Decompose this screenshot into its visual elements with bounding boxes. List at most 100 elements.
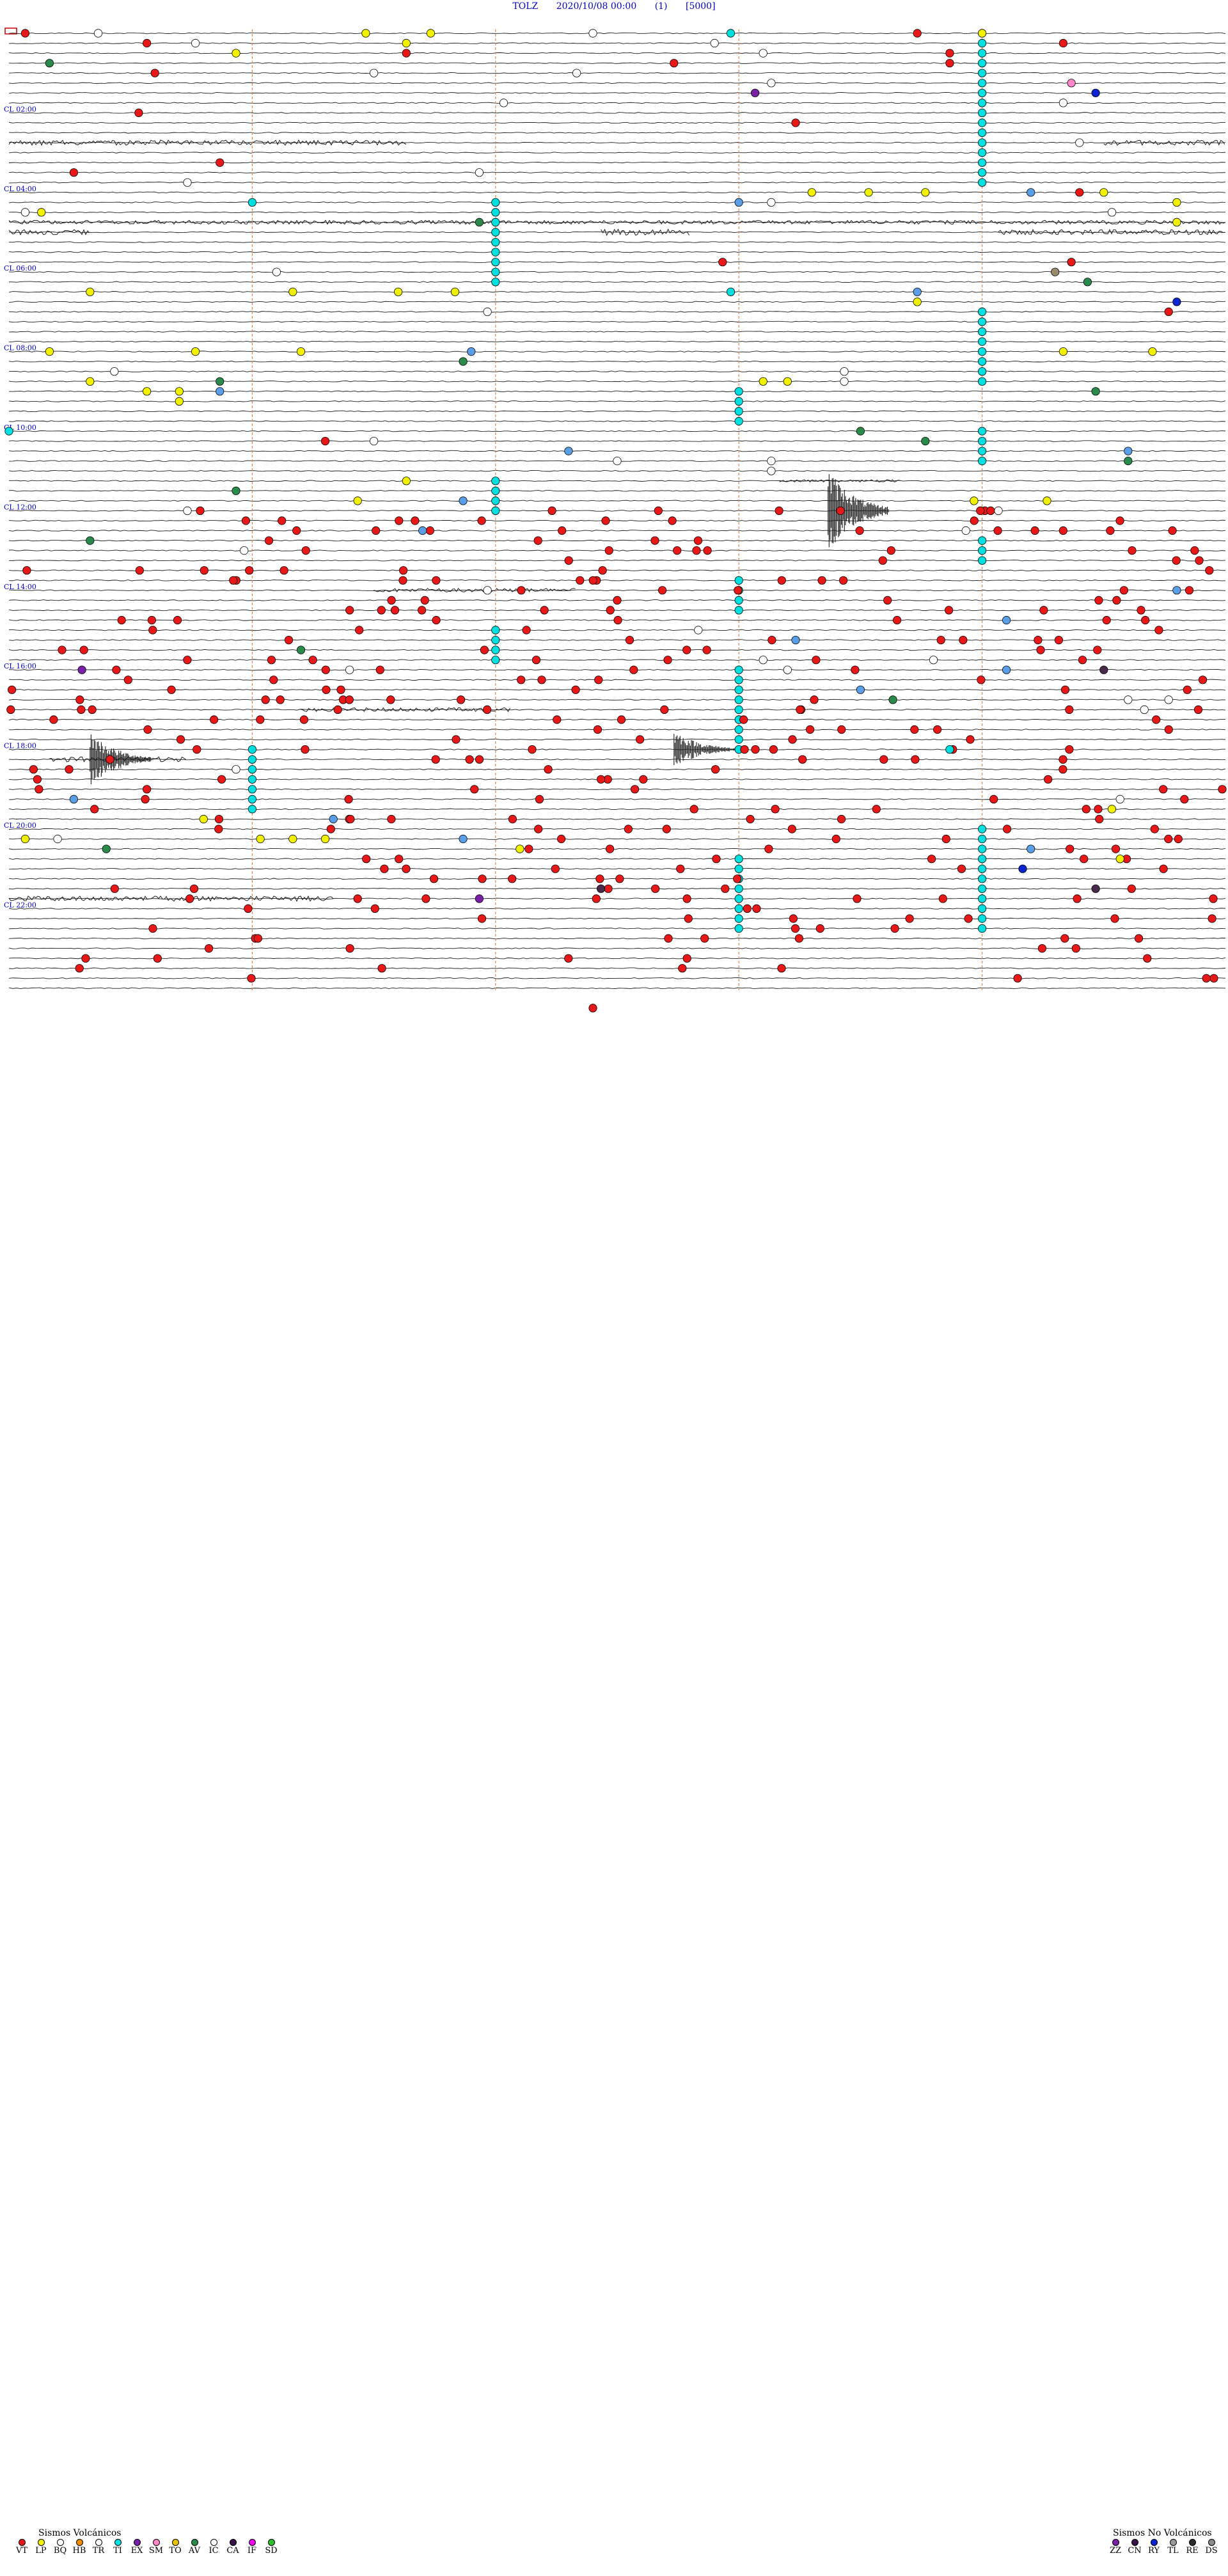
noise-segment [8, 139, 407, 146]
event-vt [355, 626, 364, 635]
event-vt [321, 665, 330, 674]
legend-code: EX [130, 2546, 143, 2556]
event-vt [77, 705, 86, 715]
event-ti [726, 29, 736, 38]
event-ry [1091, 88, 1100, 97]
event-vt [700, 934, 709, 943]
event-lp [86, 287, 95, 296]
long-event-marker [978, 536, 987, 545]
event-vt [831, 834, 840, 844]
event-hb [1027, 844, 1035, 853]
event-vt [1013, 974, 1022, 983]
event-ic [183, 178, 192, 187]
long-event-marker [491, 477, 500, 486]
legend-dot-icon [1208, 2539, 1215, 2546]
event-ic [110, 367, 119, 376]
event-lp [1059, 347, 1068, 356]
long-event-marker [978, 834, 987, 844]
event-vt [740, 745, 749, 754]
long-event-marker [734, 397, 743, 406]
event-vt [372, 526, 381, 535]
event-vt [1066, 844, 1074, 853]
event-vt [625, 635, 634, 645]
trace-row [8, 500, 1226, 502]
long-event-marker [491, 635, 500, 645]
hour-label: CL 18:00 [4, 742, 36, 750]
large-event-waveform [673, 734, 735, 765]
event-vt [791, 118, 800, 127]
event-ex [751, 88, 760, 97]
event-vt [301, 546, 310, 555]
event-vt [1115, 516, 1124, 525]
event-hb [734, 198, 743, 207]
event-vt [1143, 954, 1152, 963]
trace-row [8, 917, 1226, 920]
long-event-marker [978, 79, 987, 88]
event-vt [540, 606, 549, 615]
event-vt [326, 825, 335, 834]
event-vt [592, 894, 601, 903]
long-event-marker [248, 785, 256, 794]
event-vt [966, 735, 975, 744]
event-vt [743, 904, 752, 913]
noise-segment [8, 895, 334, 902]
legend-item-sd: SD [262, 2537, 280, 2556]
legend-dot-icon [1169, 2539, 1177, 2546]
event-vt [1065, 745, 1074, 754]
trace-row [8, 858, 1226, 860]
event-vt [292, 526, 301, 535]
long-event-marker [978, 904, 987, 913]
event-vt [508, 874, 517, 883]
event-vt [788, 735, 797, 744]
event-vt [395, 516, 404, 525]
event-ic [369, 436, 379, 446]
event-vt [1154, 626, 1163, 635]
event-vt [879, 755, 888, 764]
event-vt [398, 566, 408, 575]
legend-dot-icon [1112, 2539, 1119, 2546]
event-hb [1002, 665, 1011, 674]
legend-code: TL [1167, 2546, 1179, 2556]
event-vt [564, 954, 573, 963]
trace-row [8, 271, 1226, 273]
event-vt [110, 884, 119, 893]
event-vt [209, 715, 219, 724]
event-vt [576, 576, 585, 585]
long-event-marker [978, 307, 987, 316]
event-vt [279, 566, 288, 575]
long-event-marker [978, 327, 987, 336]
event-ic [1140, 705, 1149, 715]
event-vt [977, 676, 986, 684]
event-vt [1094, 596, 1103, 605]
hour-label: CL 04:00 [4, 185, 36, 193]
event-vt [551, 864, 560, 873]
noise-segment [8, 219, 1226, 225]
event-vt [390, 606, 400, 615]
event-vt [269, 676, 278, 684]
event-lp [426, 29, 436, 38]
trace-row [8, 331, 1226, 333]
event-vt [1159, 785, 1168, 794]
event-vt [432, 576, 441, 585]
event-hb [913, 287, 922, 296]
event-lp [199, 814, 208, 824]
event-vt [739, 715, 748, 724]
trace-row [8, 987, 1226, 990]
event-hb [467, 347, 476, 356]
event-hb [791, 635, 800, 645]
event-vt [1059, 526, 1067, 535]
trace-row [8, 161, 1226, 164]
trace-row [8, 768, 1226, 770]
event-vt [596, 775, 606, 784]
event-vt [377, 606, 386, 615]
event-vt [752, 904, 761, 913]
long-event-marker [978, 825, 987, 834]
event-vt [322, 685, 331, 694]
channel-label: (1) [654, 1, 668, 12]
event-lp [86, 377, 95, 386]
event-vt [777, 964, 786, 973]
long-event-marker [978, 38, 987, 48]
event-hb [329, 814, 338, 824]
event-vt [1152, 715, 1161, 724]
event-vt [345, 695, 354, 704]
